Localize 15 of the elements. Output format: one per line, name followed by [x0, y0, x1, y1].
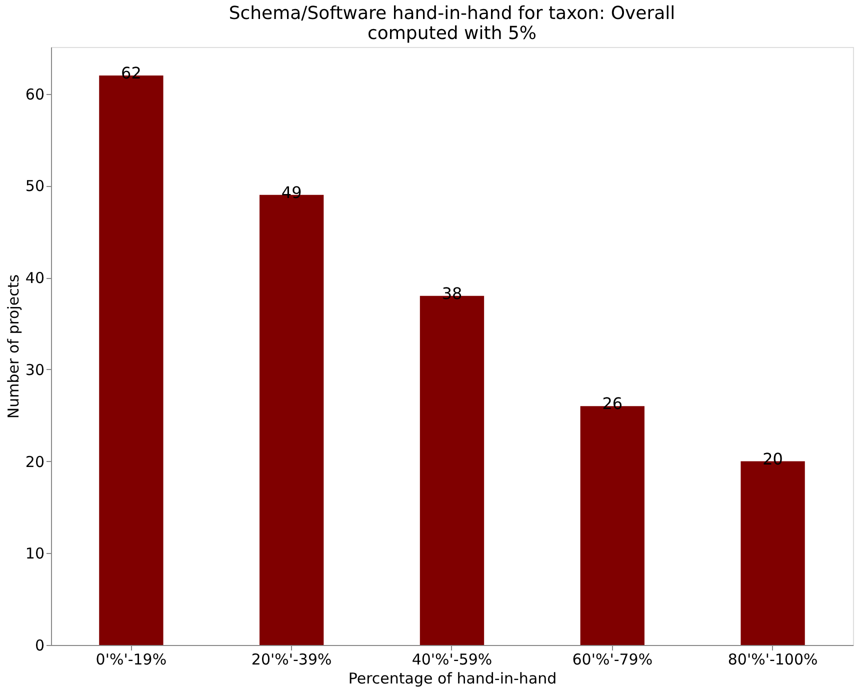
- x-axis-title: Percentage of hand-in-hand: [348, 670, 557, 688]
- x-tick-label: 40'%'-59%: [412, 650, 492, 668]
- x-tick-label: 80'%'-100%: [728, 650, 818, 668]
- x-tick-label: 60'%'-79%: [572, 650, 653, 668]
- x-tick-label: 0'%'-19%: [96, 650, 167, 668]
- y-axis-title: Number of projects: [4, 274, 22, 419]
- chart-title: Schema/Software hand-in-hand for taxon: Overall computed with 5%: [228, 3, 676, 44]
- y-tick-label: 60: [25, 85, 44, 104]
- y-tick-label: 20: [25, 452, 44, 471]
- y-tick-label: 0: [34, 636, 44, 654]
- y-tick-label: 10: [25, 544, 44, 563]
- y-tick-label: 40: [25, 269, 44, 288]
- x-tick-label: 20'%'-39%: [251, 650, 332, 668]
- y-tick-label: 50: [25, 177, 44, 196]
- y-tick-label: 30: [25, 360, 44, 379]
